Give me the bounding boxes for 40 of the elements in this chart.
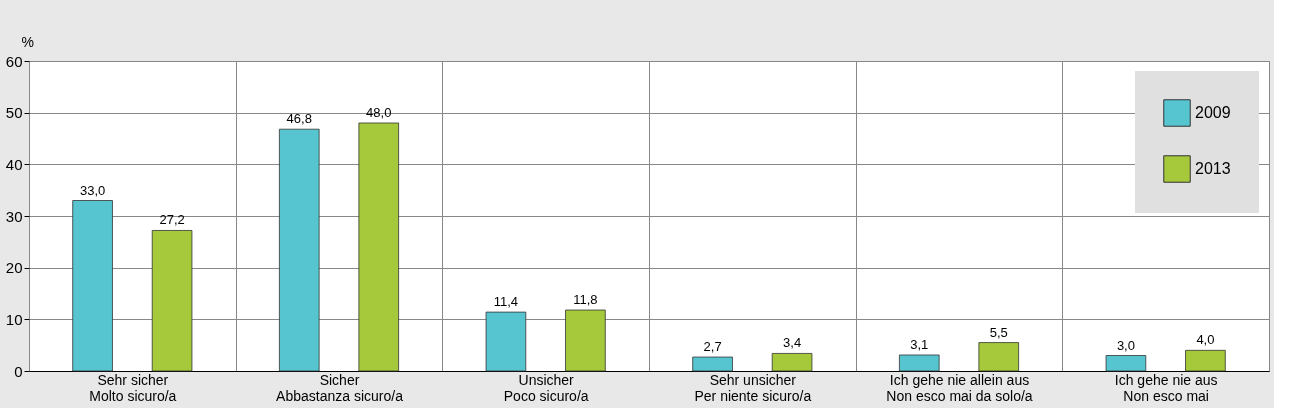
bar [771, 353, 813, 372]
data-label: 48,0 [366, 105, 392, 120]
data-label: 11,4 [493, 294, 519, 310]
bar [358, 122, 400, 372]
bar [485, 311, 527, 372]
data-label: 2,7 [703, 339, 722, 355]
y-tick-label: 20 [5, 259, 23, 277]
x-tick-label: Sehr unsicher Per niente sicuro/a [694, 371, 812, 404]
y-tick-label: 50 [5, 104, 23, 122]
bar [1105, 355, 1147, 372]
y-tick-label: 30 [5, 207, 23, 225]
bar [1185, 349, 1226, 372]
x-tick-label: Unsicher Poco sicuro/a [503, 371, 589, 404]
x-tick-label: Ich gehe nie allein aus Non esco mai da solo/a [886, 371, 1033, 404]
y-tick-label: 40 [5, 155, 23, 173]
legend-label: 2009 [1195, 104, 1231, 121]
bar [72, 200, 113, 372]
bar [565, 309, 606, 372]
data-label: 4,0 [1196, 332, 1215, 348]
x-tick-label: Ich gehe nie aus Non esco mai [1114, 371, 1218, 404]
legend-label: 2013 [1195, 160, 1231, 177]
bar [278, 128, 320, 372]
bar [898, 354, 940, 372]
y-tick-label: 10 [5, 310, 23, 328]
bar [978, 342, 1020, 372]
data-label: 46,8 [286, 111, 312, 127]
y-tick-label: 60 [5, 52, 23, 70]
x-tick-label: Sicher Abbastanza sicuro/a [276, 371, 404, 404]
bar [692, 356, 733, 372]
data-label: 27,2 [159, 212, 185, 228]
y-tick-label: 0 [14, 362, 23, 380]
data-label: 33,0 [79, 182, 106, 198]
y-axis-title: % [21, 33, 34, 50]
data-label: 11,8 [573, 292, 598, 308]
data-label: 3,0 [1116, 337, 1135, 353]
data-label: 3,1 [910, 336, 929, 352]
x-tick-label: Sehr sicher Molto sicuro/a [89, 371, 177, 404]
data-label: 5,5 [989, 324, 1008, 340]
bar [151, 230, 193, 372]
data-label: 3,4 [783, 335, 802, 351]
